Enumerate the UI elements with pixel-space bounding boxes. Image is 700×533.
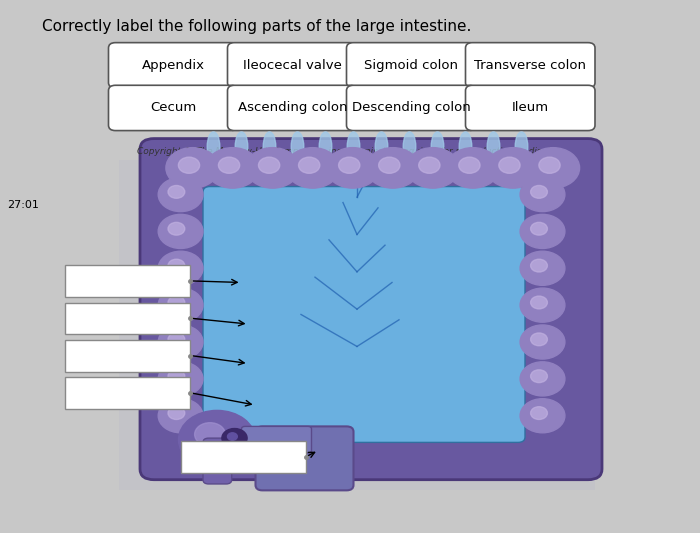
FancyBboxPatch shape [241, 426, 312, 453]
Circle shape [447, 148, 500, 188]
FancyBboxPatch shape [65, 377, 190, 409]
Circle shape [195, 423, 225, 446]
Ellipse shape [319, 132, 332, 161]
FancyBboxPatch shape [346, 43, 476, 88]
Ellipse shape [403, 132, 416, 161]
Circle shape [531, 407, 547, 419]
Circle shape [531, 259, 547, 272]
Circle shape [178, 410, 256, 469]
Ellipse shape [291, 132, 304, 161]
Circle shape [218, 157, 239, 173]
Ellipse shape [235, 132, 248, 161]
Circle shape [366, 148, 419, 188]
Circle shape [158, 251, 203, 285]
Text: Ileocecal valve: Ileocecal valve [243, 59, 342, 72]
FancyBboxPatch shape [228, 85, 357, 131]
Circle shape [158, 362, 203, 396]
Circle shape [166, 148, 219, 188]
Ellipse shape [207, 132, 220, 161]
Circle shape [168, 259, 185, 272]
Circle shape [539, 157, 560, 173]
Circle shape [206, 148, 259, 188]
Circle shape [520, 362, 565, 396]
Ellipse shape [347, 132, 360, 161]
Circle shape [486, 148, 540, 188]
Ellipse shape [431, 132, 444, 161]
Circle shape [458, 157, 480, 173]
Circle shape [379, 157, 400, 173]
FancyBboxPatch shape [466, 43, 595, 88]
FancyBboxPatch shape [119, 160, 595, 490]
Circle shape [158, 288, 203, 322]
FancyBboxPatch shape [346, 85, 476, 131]
FancyBboxPatch shape [228, 43, 357, 88]
FancyBboxPatch shape [65, 303, 190, 334]
Circle shape [258, 157, 280, 173]
FancyBboxPatch shape [181, 441, 306, 473]
Circle shape [158, 399, 203, 433]
FancyBboxPatch shape [108, 43, 238, 88]
Circle shape [499, 157, 520, 173]
Circle shape [178, 157, 199, 173]
Text: Ascending colon: Ascending colon [237, 101, 347, 115]
Circle shape [168, 333, 185, 346]
Text: Correctly label the following parts of the large intestine.: Correctly label the following parts of t… [42, 19, 471, 34]
Circle shape [526, 148, 580, 188]
Text: Transverse colon: Transverse colon [475, 59, 587, 72]
Circle shape [406, 148, 459, 188]
Circle shape [531, 370, 547, 383]
Circle shape [168, 222, 185, 235]
Circle shape [520, 288, 565, 322]
Circle shape [168, 407, 185, 419]
Circle shape [419, 157, 440, 173]
Text: Sigmoid colon: Sigmoid colon [364, 59, 458, 72]
Circle shape [246, 148, 299, 188]
Text: 27:01: 27:01 [7, 200, 39, 210]
Ellipse shape [459, 132, 472, 161]
Circle shape [168, 296, 185, 309]
Text: Descending colon: Descending colon [352, 101, 470, 115]
FancyBboxPatch shape [108, 85, 238, 131]
Circle shape [158, 214, 203, 248]
Text: Cecum: Cecum [150, 101, 197, 115]
Ellipse shape [487, 132, 500, 161]
Circle shape [520, 399, 565, 433]
Circle shape [298, 157, 320, 173]
Circle shape [228, 433, 237, 440]
FancyBboxPatch shape [65, 340, 190, 372]
FancyBboxPatch shape [140, 139, 602, 480]
Circle shape [326, 148, 379, 188]
Circle shape [531, 296, 547, 309]
FancyBboxPatch shape [65, 265, 190, 297]
Circle shape [531, 333, 547, 346]
Circle shape [520, 251, 565, 285]
Ellipse shape [515, 132, 528, 161]
Circle shape [520, 325, 565, 359]
Circle shape [520, 214, 565, 248]
Circle shape [158, 177, 203, 212]
Ellipse shape [375, 132, 388, 161]
Text: Ileum: Ileum [512, 101, 549, 115]
FancyBboxPatch shape [203, 187, 525, 442]
FancyBboxPatch shape [466, 85, 595, 131]
Ellipse shape [263, 132, 276, 161]
FancyBboxPatch shape [203, 438, 232, 484]
Circle shape [520, 177, 565, 212]
Text: Copyright © The McGraw-Hill Companies, inc. Permission required for reproduction: Copyright © The McGraw-Hill Companies, i… [137, 147, 563, 156]
Circle shape [531, 185, 547, 198]
Circle shape [168, 185, 185, 198]
FancyBboxPatch shape [256, 426, 354, 490]
Circle shape [286, 148, 339, 188]
Circle shape [158, 325, 203, 359]
Text: Appendix: Appendix [141, 59, 204, 72]
Circle shape [222, 429, 247, 448]
Circle shape [168, 370, 185, 383]
Circle shape [531, 222, 547, 235]
Circle shape [339, 157, 360, 173]
